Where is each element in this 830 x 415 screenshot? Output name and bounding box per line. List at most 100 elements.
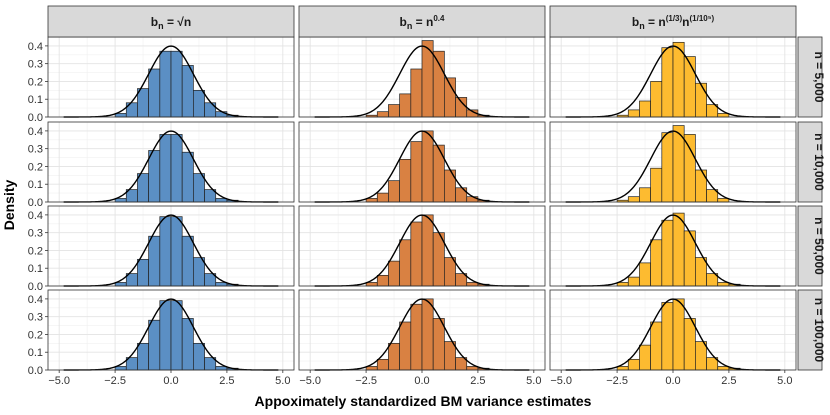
- histogram-bar: [148, 319, 161, 371]
- y-tick-label: 0.0: [28, 365, 43, 377]
- y-tick-label: 0.4: [28, 41, 43, 53]
- panel-r4-c2: [298, 289, 546, 371]
- histogram-bar: [170, 50, 183, 118]
- histogram-bar: [421, 298, 434, 371]
- panels-layer: [47, 36, 797, 371]
- histogram-bar: [399, 239, 412, 287]
- histogram-bar: [683, 134, 696, 203]
- x-tick-label: −5.0: [299, 375, 321, 387]
- x-tick-label: 0.0: [163, 375, 178, 387]
- histogram-bar: [388, 260, 400, 287]
- histogram-bar: [695, 169, 707, 203]
- row-strip-2: [797, 121, 823, 203]
- normal-density-curve: [63, 214, 279, 287]
- row-strip-label-3: n = 50,000: [812, 217, 826, 275]
- panel-r4-c3: [549, 289, 797, 371]
- histogram-bar: [215, 111, 228, 118]
- histogram-bar: [388, 342, 400, 371]
- histogram-bar: [399, 321, 412, 371]
- histogram-bar: [170, 300, 183, 371]
- row-strip-label-4: n = 100,000: [812, 298, 826, 363]
- histogram-bar: [148, 150, 161, 203]
- x-axis-title: Appoximately standardized BM variance es…: [255, 393, 592, 409]
- x-tick-label: 5.0: [777, 375, 792, 387]
- histogram-bar: [181, 235, 194, 287]
- histogram-bar: [388, 104, 400, 118]
- y-axis-title: Density: [1, 180, 17, 231]
- x-tick-label: −2.5: [355, 375, 377, 387]
- panel-r4-c1: [47, 289, 295, 371]
- column-strip-3: [549, 5, 797, 38]
- y-tick-label: 0.4: [28, 210, 43, 222]
- histogram-bar: [410, 221, 423, 287]
- histogram-bar: [159, 216, 172, 287]
- x-tick-label: 0.0: [665, 375, 680, 387]
- histogram-bar: [376, 192, 389, 203]
- column-strip-label-1: bn = √n: [151, 15, 191, 31]
- histogram-bar: [376, 358, 389, 371]
- y-tick-label: 0.0: [28, 281, 43, 293]
- histogram-bar: [137, 88, 149, 118]
- histogram-bar: [627, 276, 640, 287]
- histogram-bar: [650, 239, 663, 287]
- panel-r1-c3: [549, 36, 797, 118]
- normal-density-curve: [63, 298, 279, 371]
- column-strip-2: [298, 5, 546, 38]
- histogram-bar: [661, 132, 674, 203]
- histogram-bar: [193, 257, 205, 287]
- histogram-bar: [466, 196, 479, 203]
- panel-r2-c1: [47, 121, 295, 203]
- histogram-bar: [376, 274, 389, 287]
- x-tick-label: −2.5: [606, 375, 628, 387]
- y-tick-label: 0.3: [28, 228, 43, 240]
- histogram-bar: [444, 341, 456, 371]
- panel-r1-c2: [298, 36, 546, 118]
- histogram-bar: [410, 141, 423, 203]
- histogram-bar: [672, 212, 685, 287]
- histogram-bar: [137, 173, 149, 203]
- panel-r3-c2: [298, 205, 546, 287]
- column-strip-1: [47, 5, 295, 38]
- y-tick-label: 0.0: [28, 197, 43, 209]
- x-tick-label: 5.0: [275, 375, 290, 387]
- normal-density-curve: [314, 45, 530, 118]
- histogram-bar: [639, 344, 651, 371]
- x-tick-label: 5.0: [526, 375, 541, 387]
- histogram-bar: [695, 341, 707, 371]
- histogram-bar: [193, 342, 205, 371]
- panel-border: [549, 205, 797, 287]
- histogram-bar: [410, 68, 423, 118]
- histogram-bar: [444, 257, 456, 287]
- histogram-bar: [661, 219, 674, 287]
- histogram-bar: [410, 303, 423, 371]
- histogram-bar: [444, 169, 456, 203]
- histogram-bar: [181, 151, 194, 203]
- x-tick-label: 2.5: [219, 375, 234, 387]
- normal-density-curve: [63, 45, 279, 118]
- histogram-bar: [170, 216, 183, 287]
- histogram-bar: [627, 358, 640, 371]
- normal-density-curve: [565, 214, 781, 287]
- panel-border: [298, 121, 546, 203]
- histogram-bar: [181, 65, 194, 118]
- histogram-bar: [388, 180, 400, 203]
- histogram-bar: [432, 144, 445, 203]
- histogram-bar: [181, 318, 194, 371]
- y-tick-label: 0.0: [28, 112, 43, 124]
- y-tick-label: 0.2: [28, 329, 43, 341]
- histogram-bar: [421, 130, 434, 203]
- panel-border: [298, 205, 546, 287]
- histogram-bar: [159, 134, 172, 203]
- normal-density-curve: [314, 214, 530, 287]
- x-tick-label: −5.0: [550, 375, 572, 387]
- y-tick-label: 0.3: [28, 312, 43, 324]
- row-strip-4: [797, 289, 823, 371]
- histogram-bar: [639, 100, 651, 118]
- panel-border: [549, 121, 797, 203]
- y-tick-label: 0.4: [28, 294, 43, 306]
- histogram-bar: [627, 109, 640, 118]
- histogram-bar: [661, 47, 674, 118]
- histogram-bar: [193, 173, 205, 203]
- histogram-bar: [159, 300, 172, 371]
- y-tick-label: 0.2: [28, 245, 43, 257]
